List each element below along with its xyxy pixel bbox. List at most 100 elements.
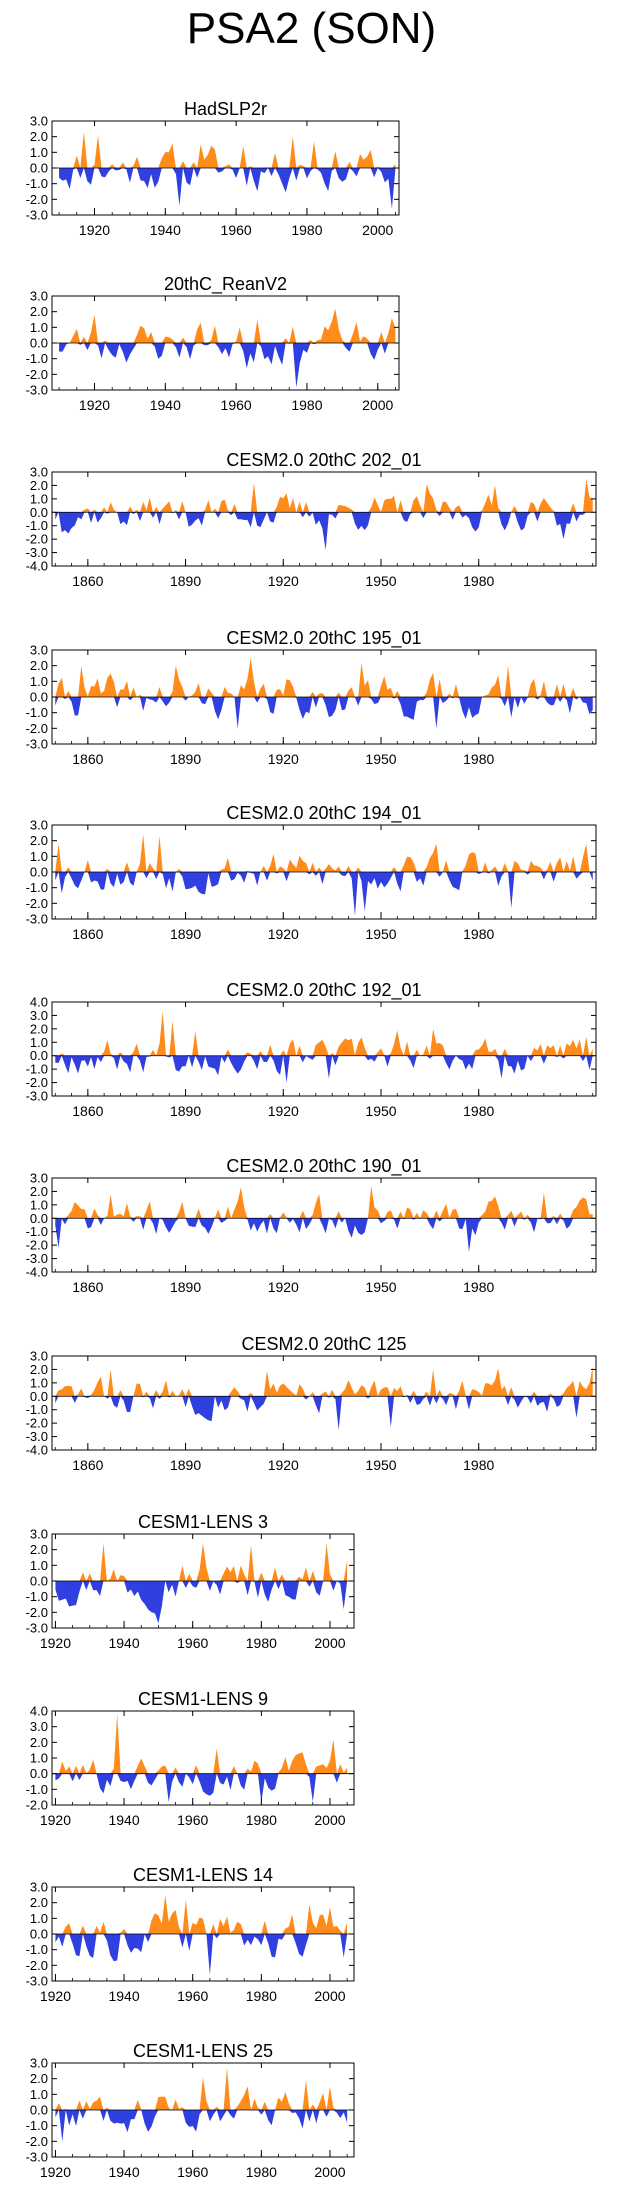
y-tick-label: -1.0 xyxy=(26,1942,48,1957)
x-tick-label: 1960 xyxy=(221,222,252,238)
y-tick-label: 3.0 xyxy=(30,114,48,129)
x-tick-label: 2000 xyxy=(362,222,393,238)
x-tick-label: 1950 xyxy=(365,1457,396,1473)
x-tick-label: 1920 xyxy=(79,397,110,413)
x-tick-label: 1860 xyxy=(72,1279,103,1295)
y-tick-label: 0.0 xyxy=(30,2103,48,2118)
negative-area xyxy=(55,512,593,550)
chart-title: CESM1-LENS 14 xyxy=(133,1865,273,1885)
chart-panel: CESM2.0 20thC 194_01 3.02.01.00.0-1.0-2.0… xyxy=(26,803,597,942)
x-tick-label: 1920 xyxy=(268,926,299,942)
positive-area xyxy=(55,1543,348,1581)
negative-area xyxy=(55,1218,593,1252)
x-tick-label: 1920 xyxy=(268,573,299,589)
y-tick-label: 3.0 xyxy=(30,465,48,480)
y-tick-label: 0.0 xyxy=(30,1927,48,1942)
x-tick-label: 1860 xyxy=(72,573,103,589)
positive-area xyxy=(55,657,593,697)
positive-area xyxy=(55,834,593,872)
y-tick-label: 1.0 xyxy=(30,2087,48,2102)
y-tick-label: 2.0 xyxy=(30,658,48,673)
y-tick-label: -3.0 xyxy=(26,1089,48,1104)
x-tick-label: 1960 xyxy=(177,1812,208,1828)
negative-area xyxy=(55,2110,348,2142)
y-tick-label: -3.0 xyxy=(26,545,48,560)
y-tick-label: 2.0 xyxy=(30,1542,48,1557)
negative-area xyxy=(55,1934,348,1975)
x-tick-label: 1920 xyxy=(268,1279,299,1295)
y-tick-label: 2.0 xyxy=(30,1362,48,1377)
x-tick-label: 1980 xyxy=(291,222,322,238)
x-tick-label: 1950 xyxy=(365,1103,396,1119)
y-tick-label: 2.0 xyxy=(30,1895,48,1910)
negative-area xyxy=(55,697,593,729)
plot-frame xyxy=(51,1177,597,1273)
chart-panel: CESM2.0 20thC 190_01 3.02.01.00.0-1.0-2.0… xyxy=(26,1156,597,1295)
y-tick-label: -4.0 xyxy=(26,1443,48,1458)
chart-panel: HadSLP2r 3.02.01.00.0-1.0-2.0-3.0 1920 1940… xyxy=(26,99,400,238)
x-tick-label: 1940 xyxy=(150,397,181,413)
chart-title: CESM1-LENS 3 xyxy=(138,1512,268,1532)
y-tick-label: -1.0 xyxy=(26,880,48,895)
x-tick-label: 1920 xyxy=(40,1635,71,1651)
y-tick-label: -2.0 xyxy=(26,1075,48,1090)
x-tick-label: 1890 xyxy=(170,573,201,589)
y-tick-label: -1.0 xyxy=(26,2118,48,2133)
y-tick-label: -2.0 xyxy=(26,2134,48,2149)
x-tick-label: 2000 xyxy=(362,397,393,413)
chart-panel: CESM2.0 20thC 125 3.02.01.00.0-1.0-2.0-3.… xyxy=(26,1334,597,1473)
x-tick-label: 1940 xyxy=(108,1812,139,1828)
x-tick-label: 1980 xyxy=(246,1988,277,2004)
y-tick-label: 1.0 xyxy=(30,1911,48,1926)
y-tick-label: -1.0 xyxy=(26,351,48,366)
y-tick-label: -1.0 xyxy=(26,1224,48,1239)
y-tick-label: -3.0 xyxy=(26,2150,48,2165)
x-tick-label: 1960 xyxy=(177,1635,208,1651)
y-tick-label: 3.0 xyxy=(30,1349,48,1364)
x-tick-label: 2000 xyxy=(314,1812,345,1828)
y-tick-label: 0.0 xyxy=(30,1766,48,1781)
y-tick-label: -3.0 xyxy=(26,1974,48,1989)
positive-area xyxy=(55,1366,593,1397)
plot-frame xyxy=(51,471,597,567)
y-tick-label: -3.0 xyxy=(26,1429,48,1444)
x-tick-label: 1860 xyxy=(72,926,103,942)
x-tick-label: 1920 xyxy=(40,1812,71,1828)
x-tick-label: 1860 xyxy=(72,1103,103,1119)
x-tick-label: 2000 xyxy=(314,1988,345,2004)
negative-area xyxy=(55,1396,593,1430)
y-tick-label: -2.0 xyxy=(26,1238,48,1253)
chart-title: CESM1-LENS 25 xyxy=(133,2041,273,2061)
x-tick-label: 1940 xyxy=(108,1988,139,2004)
y-tick-label: 2.0 xyxy=(30,304,48,319)
x-tick-label: 1890 xyxy=(170,1103,201,1119)
x-tick-label: 1920 xyxy=(268,751,299,767)
y-tick-label: -1.0 xyxy=(26,176,48,191)
x-tick-label: 1920 xyxy=(268,1103,299,1119)
y-tick-label: 0.0 xyxy=(30,161,48,176)
chart-title: CESM2.0 20thC 190_01 xyxy=(226,1156,421,1177)
positive-area xyxy=(55,2067,348,2110)
y-tick-label: -3.0 xyxy=(26,383,48,398)
y-tick-label: -1.0 xyxy=(26,1782,48,1797)
y-tick-label: -2.0 xyxy=(26,1798,48,1813)
x-tick-label: 1980 xyxy=(246,2164,277,2180)
x-tick-label: 1980 xyxy=(246,1635,277,1651)
y-tick-label: 2.0 xyxy=(30,1184,48,1199)
y-tick-label: 0.0 xyxy=(30,865,48,880)
y-tick-label: 3.0 xyxy=(30,1008,48,1023)
y-tick-label: -1.0 xyxy=(26,1402,48,1417)
y-tick-label: -2.0 xyxy=(26,896,48,911)
y-tick-label: 1.0 xyxy=(30,1197,48,1212)
x-tick-label: 1920 xyxy=(40,1988,71,2004)
positive-area xyxy=(59,131,396,168)
y-tick-label: -4.0 xyxy=(26,1265,48,1280)
y-tick-label: -2.0 xyxy=(26,367,48,382)
x-tick-label: 1980 xyxy=(246,1812,277,1828)
x-tick-label: 1950 xyxy=(365,926,396,942)
y-tick-label: -3.0 xyxy=(26,1621,48,1636)
chart-title: CESM2.0 20thC 192_01 xyxy=(226,980,421,1001)
y-tick-label: -1.0 xyxy=(26,1062,48,1077)
y-tick-label: 1.0 xyxy=(30,1035,48,1050)
y-tick-label: -3.0 xyxy=(26,1251,48,1266)
